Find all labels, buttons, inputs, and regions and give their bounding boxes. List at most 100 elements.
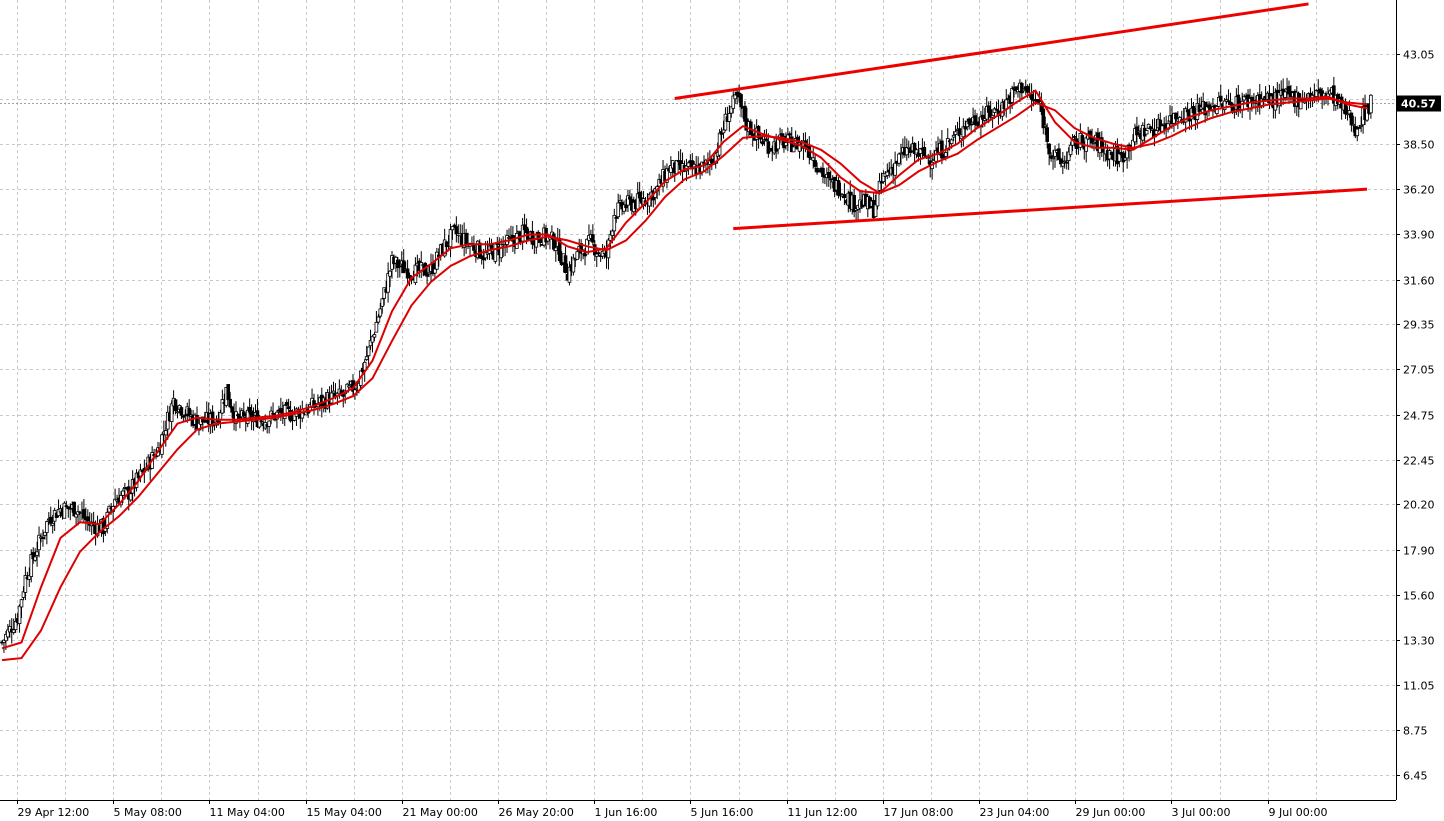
candle-body [1051,157,1055,160]
candle-body [1109,151,1114,155]
candle-body [885,171,890,176]
candle-body [220,399,225,414]
candle-body [1347,110,1352,115]
candles [0,76,1373,653]
candle-body [984,105,989,120]
candle-body [376,316,381,323]
y-tick-label: 6.45 [1403,770,1428,783]
candle-body [813,160,817,167]
candle-body [1029,94,1034,100]
candle-body [35,551,39,556]
candle-body [815,167,819,173]
candle-body [234,411,238,424]
candle-body [596,252,601,255]
candle-body [397,265,402,268]
candle-body [1068,144,1073,156]
candle-body [380,298,385,307]
candle-body [628,196,632,200]
channel-lower-line[interactable] [733,187,1368,231]
candle-body [169,403,174,423]
candle-body [897,153,901,164]
y-tick-label: 15.60 [1403,590,1435,603]
candle-body [1174,112,1178,120]
candle-body [74,513,78,518]
candle-body [1061,162,1065,167]
candle-body [575,251,580,260]
ma-fast-line [1,89,1368,650]
candle-body [1072,136,1077,138]
candle-body [729,106,734,114]
candle-body [405,268,410,279]
candle-body [524,226,529,233]
candle-body [284,402,289,406]
candle-body [994,108,999,111]
candle-body [969,123,973,126]
candle-body [82,509,86,519]
candle-body [448,229,453,248]
candle-body [401,260,406,274]
candle-body [43,531,47,536]
candle-body [427,272,431,275]
y-tick-label: 36.20 [1403,184,1435,197]
candle-body [62,502,67,519]
candle-body [1148,126,1153,130]
candle-body [515,233,519,249]
candle-body [784,142,788,147]
candle-body [618,199,622,203]
candle-body [990,115,995,118]
candle-body [1218,95,1223,102]
y-tick-label: 11.05 [1403,680,1435,693]
candle-body [228,398,232,408]
candle-body [1064,161,1069,164]
candle-body [454,226,459,235]
candle-body [788,133,792,136]
candle-body [247,406,252,413]
candle-body [11,629,16,633]
candle-body [817,170,821,173]
candle-body [1359,124,1363,127]
current-price-badge: 40.57 [1397,95,1441,112]
candle-body [637,191,642,199]
candle-body [1314,90,1319,97]
candle-body [1287,86,1291,95]
candle-body [899,152,903,155]
candle-body [259,420,264,423]
candle-body [739,94,743,108]
x-tick-label: 11 May 04:00 [210,806,285,819]
x-tick-label: 9 Jul 00:00 [1269,806,1328,819]
candle-body [1226,100,1231,103]
candle-body [733,94,737,100]
candle-body [766,141,771,154]
candle-body [624,205,628,209]
candle-body [635,193,640,210]
candle-body [450,226,455,231]
candle-body [33,556,37,561]
candle-body [312,400,316,408]
x-tick-label: 26 May 20:00 [499,806,574,819]
trend-channel[interactable] [674,2,1368,231]
candle-body [918,148,923,154]
candle-body [612,214,617,232]
candle-body [386,273,390,293]
candle-body [1090,137,1094,144]
candle-body [1183,108,1188,123]
y-tick-label: 38.50 [1403,139,1435,152]
candle-body [1123,157,1128,161]
x-tick-label: 29 Jun 00:00 [1076,806,1146,819]
candle-body [614,216,619,219]
candle-body [1037,100,1042,103]
candle-body [1332,85,1336,104]
candle-body [893,162,897,176]
candle-body [1154,130,1159,135]
candle-body [4,633,8,642]
candle-body [64,505,69,508]
candle-body [56,508,61,516]
candle-body [175,411,180,414]
channel-upper-line[interactable] [674,2,1309,101]
candle-body [48,516,53,524]
candle-body [472,245,476,251]
candle-body [1144,130,1149,135]
candle-body [267,420,271,427]
